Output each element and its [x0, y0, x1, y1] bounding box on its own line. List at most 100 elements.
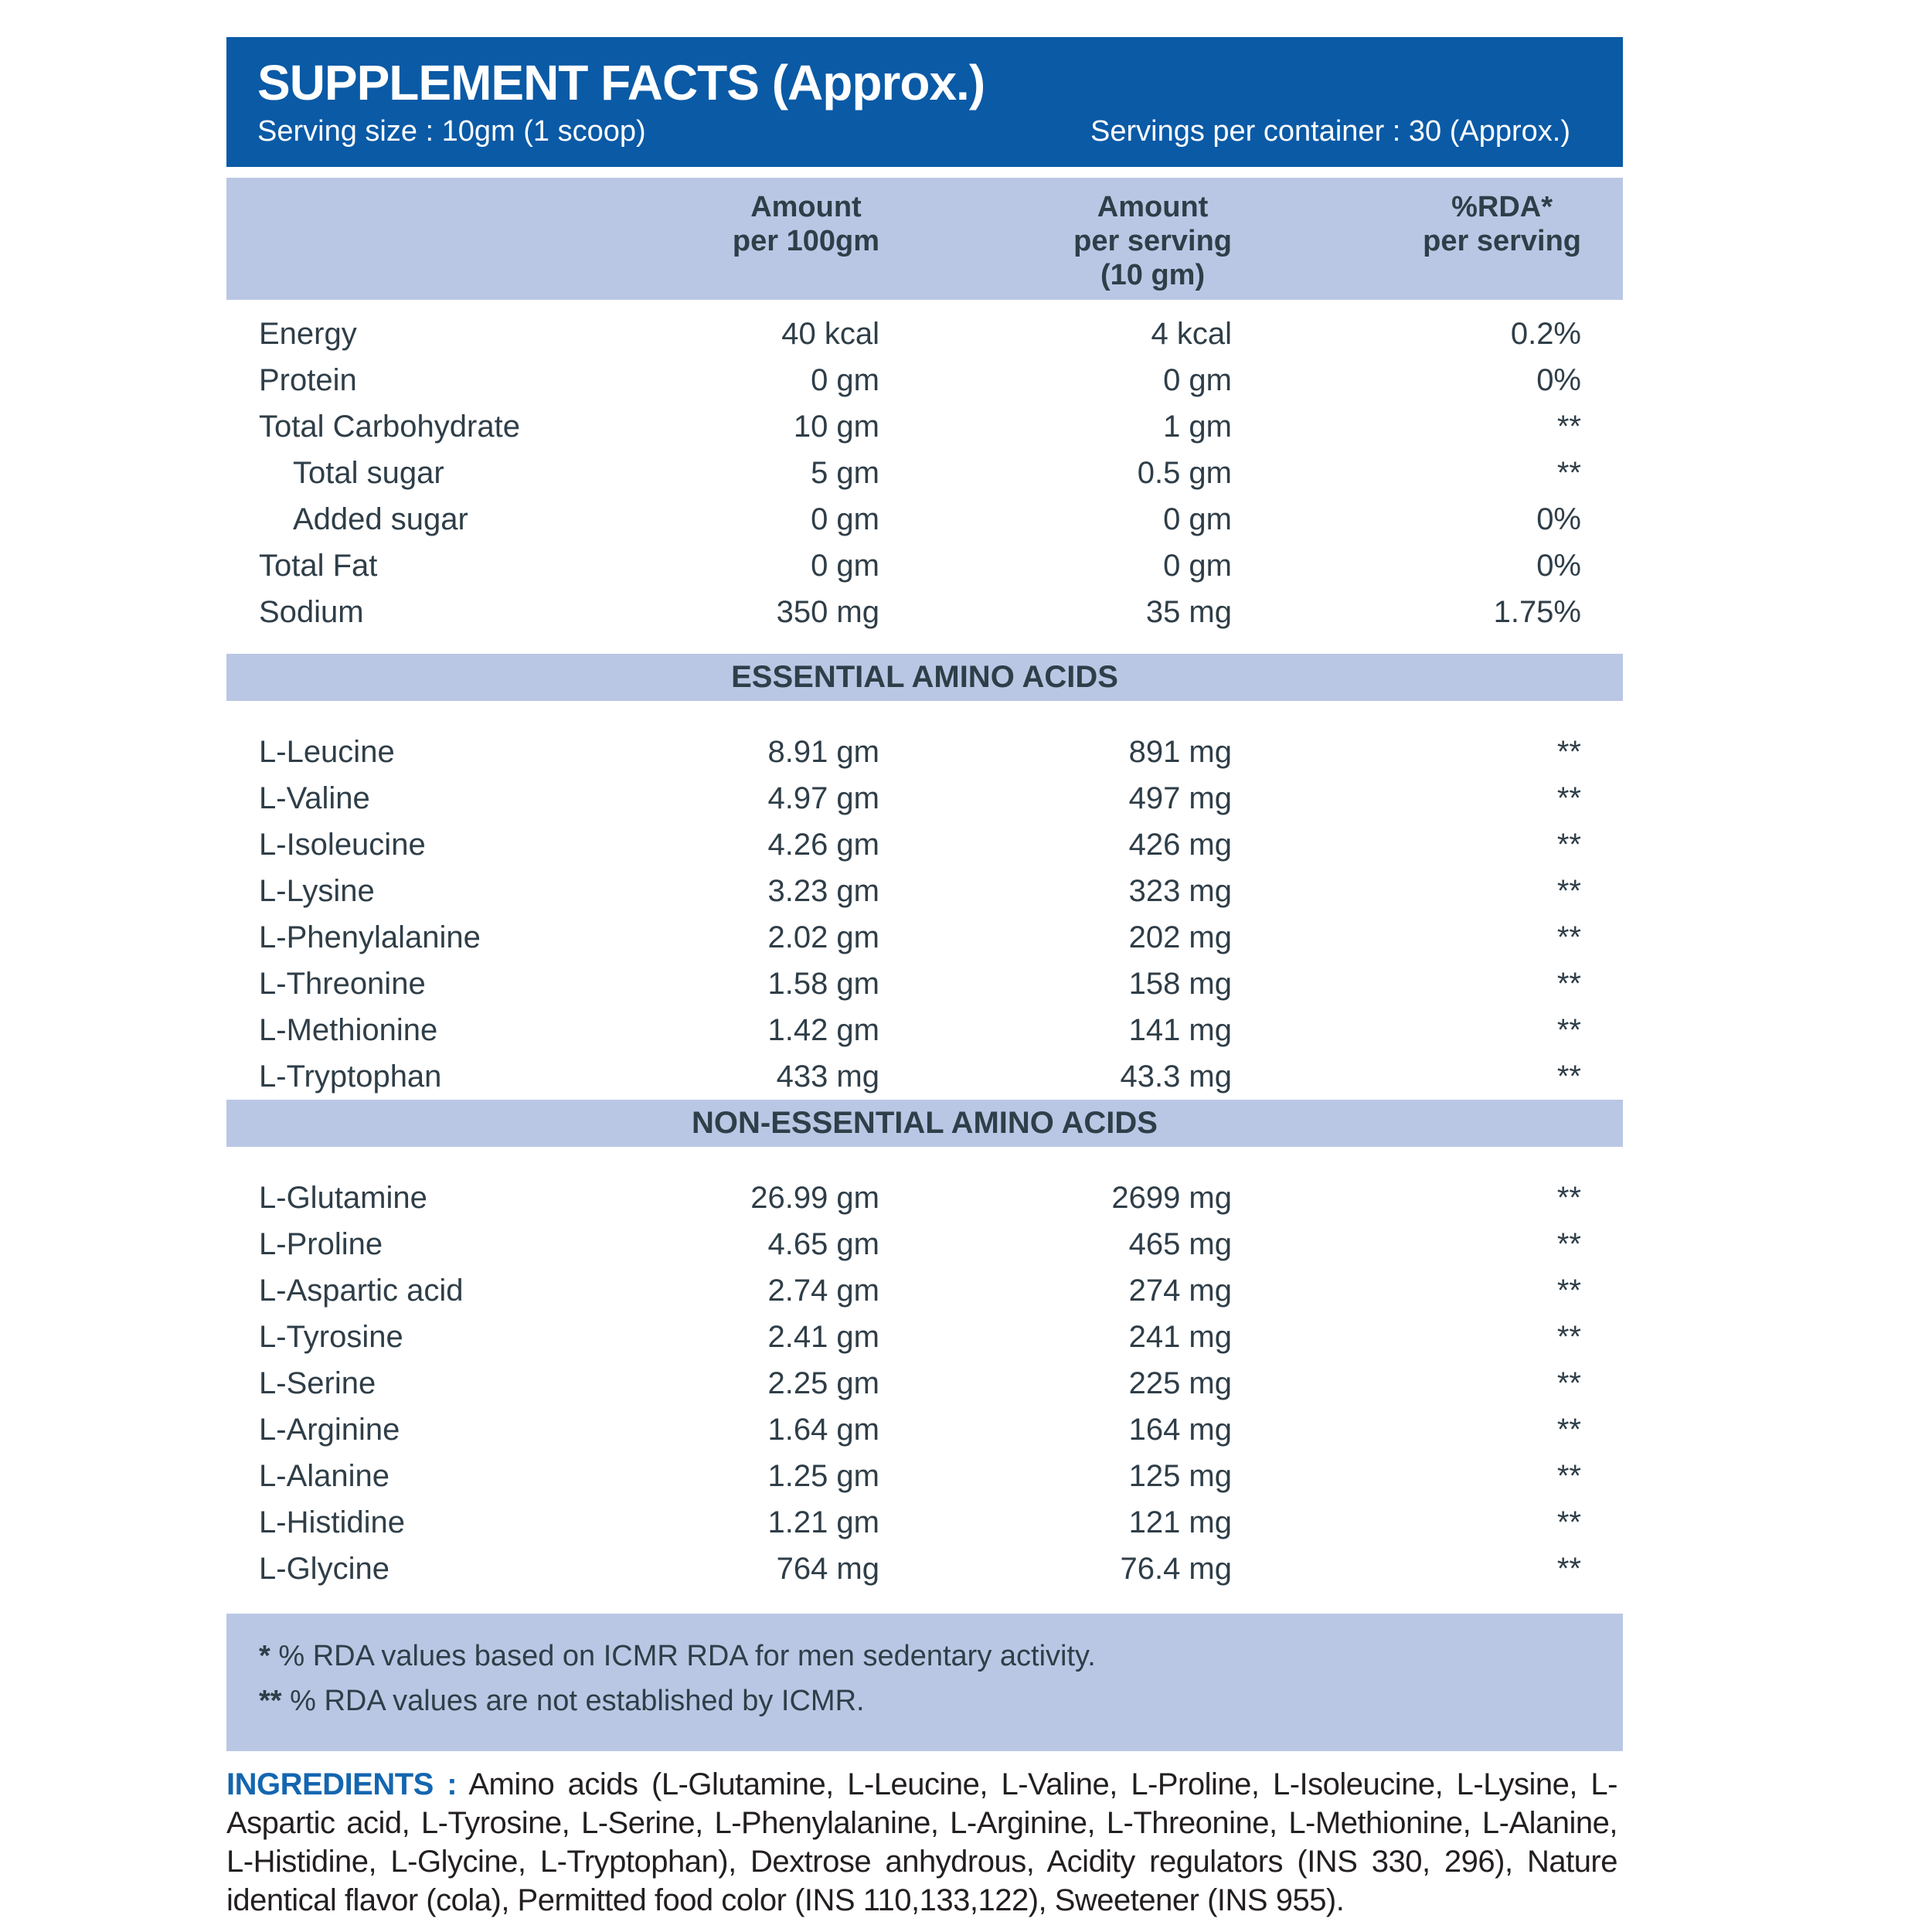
table-row: L-Methionine 1.42 gm 141 mg **	[226, 1007, 1623, 1053]
rda-value: **	[1556, 920, 1581, 954]
footnote-text: % RDA values based on ICMR RDA for men s…	[278, 1640, 1096, 1672]
rda-value: **	[1556, 874, 1581, 908]
column-header-row: Amount per 100gm Amount per serving (10 gm)…	[226, 178, 1623, 300]
table-row: Added sugar 0 gm 0 gm 0%	[226, 496, 1623, 543]
table-row: L-Tyrosine 2.41 gm 241 mg **	[226, 1314, 1623, 1360]
rda-value: **	[1556, 828, 1581, 862]
nutrient-label: L-Histidine	[259, 1505, 405, 1539]
rda-value: **	[1556, 410, 1581, 444]
rda-value: **	[1556, 1366, 1581, 1400]
amount-per-serving-value: 0 gm	[1163, 363, 1232, 397]
nutrient-label: L-Aspartic acid	[259, 1274, 464, 1308]
ingredients-paragraph: INGREDIENTS : Amino acids (L-Glutamine, …	[226, 1765, 1618, 1920]
amount-per-100gm-value: 4.97 gm	[767, 781, 879, 815]
section-rows: L-Glutamine 26.99 gm 2699 mg ** L-Prolin…	[226, 1175, 1623, 1592]
table-row: Total sugar 5 gm 0.5 gm **	[226, 450, 1623, 496]
amount-per-serving-value: 426 mg	[1128, 828, 1232, 862]
amount-per-serving-value: 4 kcal	[1151, 317, 1233, 351]
amount-per-100gm-value: 4.26 gm	[767, 828, 879, 862]
rda-value: 0.2%	[1510, 317, 1581, 351]
amount-per-100gm-value: 5 gm	[811, 456, 879, 490]
table-row: L-Serine 2.25 gm 225 mg **	[226, 1360, 1623, 1406]
amount-per-100gm-value: 2.25 gm	[767, 1366, 879, 1400]
amount-per-100gm-value: 8.91 gm	[767, 735, 879, 769]
table-row: L-Isoleucine 4.26 gm 426 mg **	[226, 821, 1623, 868]
table-row: Total Fat 0 gm 0 gm 0%	[226, 543, 1623, 589]
table-row: L-Phenylalanine 2.02 gm 202 mg **	[226, 914, 1623, 961]
section-heading: NON-ESSENTIAL AMINO ACIDS	[226, 1100, 1623, 1147]
amino-acid-sections: ESSENTIAL AMINO ACIDS L-Leucine 8.91 gm …	[226, 654, 1623, 1592]
rda-value: **	[1556, 967, 1581, 1001]
rda-value: **	[1556, 735, 1581, 769]
rda-value: **	[1556, 1505, 1581, 1539]
amount-per-100gm-value: 1.58 gm	[767, 967, 879, 1001]
rda-value: 0%	[1536, 502, 1581, 536]
nutrient-label: L-Arginine	[259, 1413, 400, 1447]
rda-value: **	[1556, 781, 1581, 815]
rda-value: 1.75%	[1493, 595, 1581, 629]
footnote-text: % RDA values are not established by ICMR…	[290, 1685, 865, 1717]
footnote-band: * % RDA values based on ICMR RDA for men…	[226, 1614, 1623, 1751]
table-row: Energy 40 kcal 4 kcal 0.2%	[226, 311, 1623, 357]
nutrient-label: L-Glutamine	[259, 1181, 427, 1215]
amount-per-100gm-value: 0 gm	[811, 502, 879, 536]
nutrient-label: L-Phenylalanine	[259, 920, 481, 954]
nutrient-label: L-Serine	[259, 1366, 376, 1400]
amount-per-100gm-value: 350 mg	[776, 595, 879, 629]
table-row: L-Threonine 1.58 gm 158 mg **	[226, 961, 1623, 1007]
amount-per-100gm-value: 433 mg	[776, 1060, 879, 1094]
amount-per-serving-value: 76.4 mg	[1120, 1552, 1232, 1586]
amount-per-serving-value: 141 mg	[1128, 1013, 1232, 1047]
table-row: L-Histidine 1.21 gm 121 mg **	[226, 1499, 1623, 1546]
serving-size-text: Serving size : 10gm (1 scoop)	[257, 115, 646, 148]
supplement-facts-panel: SUPPLEMENT FACTS (Approx.) Serving size …	[226, 37, 1623, 1751]
amount-per-serving-value: 43.3 mg	[1120, 1060, 1232, 1094]
column-header-line: %RDA*	[1451, 191, 1553, 223]
nutrient-label: L-Methionine	[259, 1013, 438, 1047]
amount-per-serving-value: 158 mg	[1128, 967, 1232, 1001]
column-header-line: Amount	[750, 191, 862, 223]
nutrient-label: Sodium	[259, 595, 364, 629]
amount-per-serving-value: 1 gm	[1163, 410, 1232, 444]
nutrient-rows: Energy 40 kcal 4 kcal 0.2% Protein 0 gm …	[226, 311, 1623, 635]
amount-per-100gm-value: 1.25 gm	[767, 1459, 879, 1493]
table-row: Sodium 350 mg 35 mg 1.75%	[226, 589, 1623, 635]
rda-value: **	[1556, 1552, 1581, 1586]
section-heading: ESSENTIAL AMINO ACIDS	[226, 654, 1623, 701]
rda-value: **	[1556, 1320, 1581, 1354]
table-row: L-Aspartic acid 2.74 gm 274 mg **	[226, 1267, 1623, 1314]
amount-per-100gm-value: 4.65 gm	[767, 1227, 879, 1261]
nutrient-label: L-Lysine	[259, 874, 375, 908]
amount-per-serving-value: 241 mg	[1128, 1320, 1232, 1354]
rda-value: **	[1556, 1060, 1581, 1094]
amount-per-100gm-value: 1.64 gm	[767, 1413, 879, 1447]
amount-per-100gm-value: 0 gm	[811, 363, 879, 397]
servings-per-container-text: Servings per container : 30 (Approx.)	[1090, 115, 1570, 148]
column-header-amount-per-serving: Amount per serving (10 gm)	[1073, 190, 1232, 292]
nutrient-label: L-Alanine	[259, 1459, 390, 1493]
amount-per-serving-value: 274 mg	[1128, 1274, 1232, 1308]
nutrient-label: L-Tryptophan	[259, 1060, 442, 1094]
title-bar: SUPPLEMENT FACTS (Approx.) Serving size …	[226, 37, 1623, 167]
amount-per-serving-value: 0 gm	[1163, 502, 1232, 536]
section-rows: L-Leucine 8.91 gm 891 mg ** L-Valine 4.9…	[226, 729, 1623, 1100]
amount-per-100gm-value: 26.99 gm	[750, 1181, 879, 1215]
table-row: L-Valine 4.97 gm 497 mg **	[226, 775, 1623, 821]
amount-per-serving-value: 35 mg	[1145, 595, 1232, 629]
table-row: Total Carbohydrate 10 gm 1 gm **	[226, 403, 1623, 450]
table-row: L-Arginine 1.64 gm 164 mg **	[226, 1406, 1623, 1453]
nutrient-label: L-Proline	[259, 1227, 383, 1261]
table-row: L-Tryptophan 433 mg 43.3 mg **	[226, 1053, 1623, 1100]
rda-value: **	[1556, 1274, 1581, 1308]
rda-value: **	[1556, 1227, 1581, 1261]
nutrient-label: L-Isoleucine	[259, 828, 426, 862]
footnote-line: ** % RDA values are not established by I…	[259, 1679, 1581, 1723]
nutrient-label: L-Leucine	[259, 735, 395, 769]
amount-per-serving-value: 323 mg	[1128, 874, 1232, 908]
footnote-marker: **	[259, 1685, 282, 1717]
amount-per-serving-value: 225 mg	[1128, 1366, 1232, 1400]
nutrient-label: L-Valine	[259, 781, 370, 815]
column-header-rda-per-serving: %RDA* per serving	[1423, 190, 1581, 258]
rda-value: **	[1556, 1413, 1581, 1447]
amount-per-100gm-value: 1.21 gm	[767, 1505, 879, 1539]
